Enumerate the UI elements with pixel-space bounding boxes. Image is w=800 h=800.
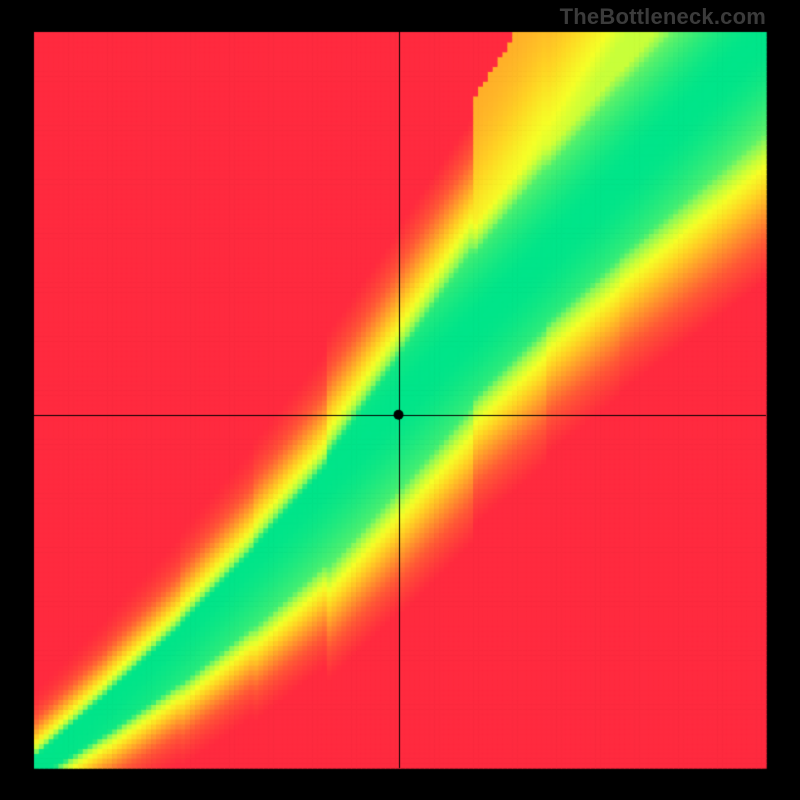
watermark-text: TheBottleneck.com <box>560 4 766 30</box>
bottleneck-heatmap <box>0 0 800 800</box>
chart-frame: TheBottleneck.com <box>0 0 800 800</box>
